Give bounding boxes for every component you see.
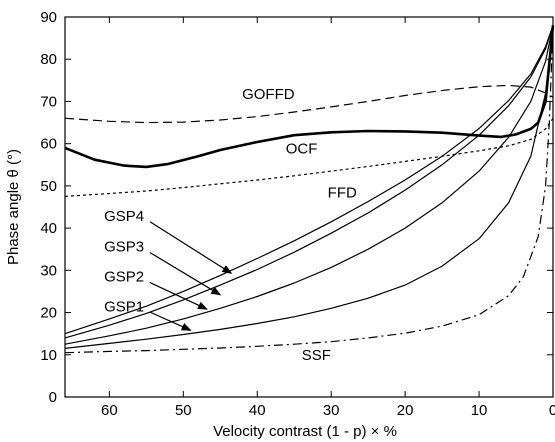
y-tick-label: 80: [40, 51, 57, 68]
x-tick-label: 60: [101, 402, 118, 419]
y-axis-label: Phase angle θ (°): [5, 149, 22, 265]
annotation-ffd: FFD: [328, 184, 357, 201]
x-tick-label: 0: [549, 402, 555, 419]
series-line-ssf: [64, 25, 554, 354]
plot-frame: [64, 16, 554, 398]
arrow-gsp1: [149, 311, 192, 331]
series-layer: [64, 25, 555, 354]
annotation-layer: GOFFD OCF FFD GSP4 GSP3 GSP2 GSP1 SSF: [104, 86, 357, 364]
y-tick-label: 20: [40, 305, 57, 322]
series-line-gsp2: [64, 25, 554, 345]
x-tick-label: 40: [249, 402, 266, 419]
y-axis: 0 10 20 30 40 50 60 70 80 90: [40, 9, 553, 406]
y-tick-label: 60: [40, 136, 57, 153]
annotation-ocf: OCF: [286, 140, 318, 157]
series-line-gsp1: [64, 25, 554, 349]
annotation-gsp2: GSP2: [104, 269, 144, 286]
y-tick-label: 40: [40, 220, 57, 237]
x-tick-label: 50: [175, 402, 192, 419]
arrow-gsp2: [149, 282, 208, 310]
arrow-gsp4: [149, 221, 233, 274]
series-line-ffd: [64, 117, 554, 197]
x-tick-label: 10: [471, 402, 488, 419]
y-tick-label: 90: [40, 9, 57, 26]
arrow-gsp3: [149, 252, 222, 296]
y-tick-label: 0: [49, 389, 57, 406]
y-tick-label: 10: [40, 347, 57, 364]
y-tick-label: 30: [40, 262, 57, 279]
arrow-layer: [149, 221, 233, 331]
x-axis: 60 50 40 30 20 10 0: [101, 17, 555, 419]
y-tick-label: 50: [40, 178, 57, 195]
annotation-gsp1: GSP1: [104, 299, 144, 316]
series-line-ocf: [64, 25, 555, 169]
x-tick-label: 30: [323, 402, 340, 419]
annotation-ssf: SSF: [302, 347, 331, 364]
annotation-gsp3: GSP3: [104, 238, 144, 255]
series-line-gsp3: [64, 25, 554, 339]
x-tick-label: 20: [397, 402, 414, 419]
annotation-goffd: GOFFD: [242, 86, 295, 103]
series-line-goffd: [64, 84, 554, 124]
annotation-gsp4: GSP4: [104, 208, 144, 225]
y-tick-label: 70: [40, 93, 57, 110]
x-axis-label: Velocity contrast (1 - p) × %: [213, 423, 397, 440]
series-line-gsp4: [64, 25, 554, 335]
